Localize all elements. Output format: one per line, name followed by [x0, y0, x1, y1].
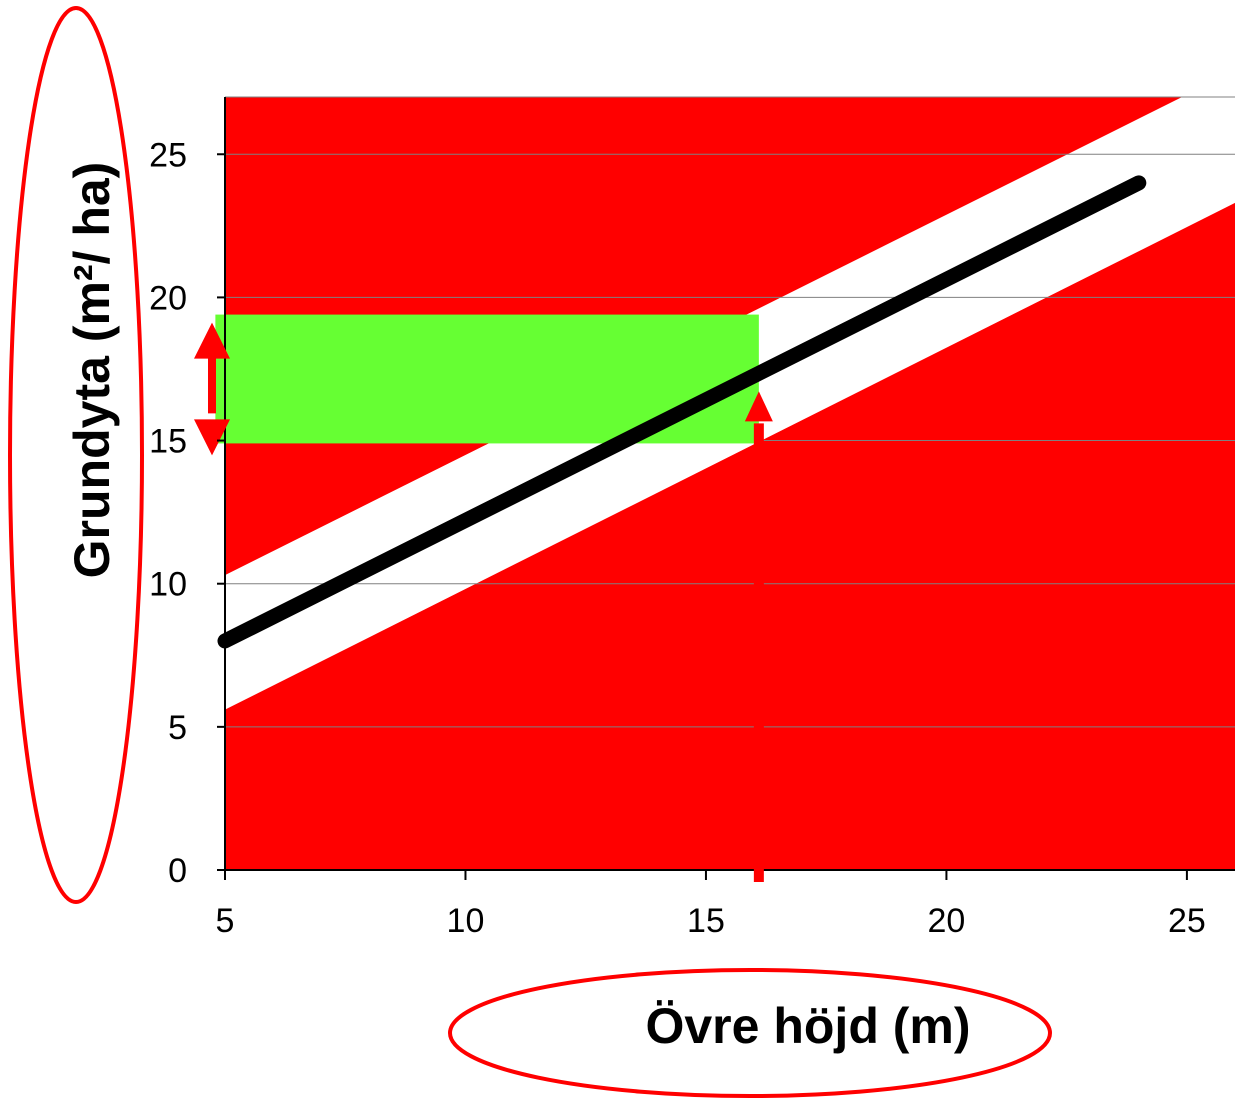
x-axis-ticks: 5 10 15 20 25 [216, 870, 1206, 940]
y-tick-label-0: 0 [168, 852, 187, 890]
y-tick-label-2: 10 [149, 566, 187, 604]
x-axis-title: Övre höjd (m) [645, 998, 970, 1054]
y-tick-label-5: 25 [149, 136, 187, 174]
y-axis-title: Grundyta (m²/ ha) [64, 162, 120, 579]
x-tick-label-2: 15 [687, 902, 725, 940]
x-tick-label-4: 25 [1168, 902, 1206, 940]
x-axis-title-ellipse [448, 968, 1052, 1098]
x-tick-label-3: 20 [928, 902, 966, 940]
x-tick-label-1: 10 [447, 902, 485, 940]
y-axis-title-ellipse [8, 6, 144, 904]
y-tick-label-1: 5 [168, 709, 187, 747]
x-marker-arrow-head [744, 391, 773, 422]
highlight-range [215, 314, 759, 444]
series-line [217, 175, 1147, 649]
plot-area [194, 96, 1235, 882]
y-tick-label-4: 20 [149, 279, 187, 317]
y-axis-ticks: 0 5 10 15 20 25 [149, 136, 225, 890]
y-range-arrow-head-down [194, 419, 230, 456]
y-tick-label-3: 15 [149, 423, 187, 461]
x-tick-label-0: 5 [216, 902, 235, 940]
band-outside-lower [225, 202, 1235, 870]
y-range-arrow-head-up [194, 322, 230, 359]
